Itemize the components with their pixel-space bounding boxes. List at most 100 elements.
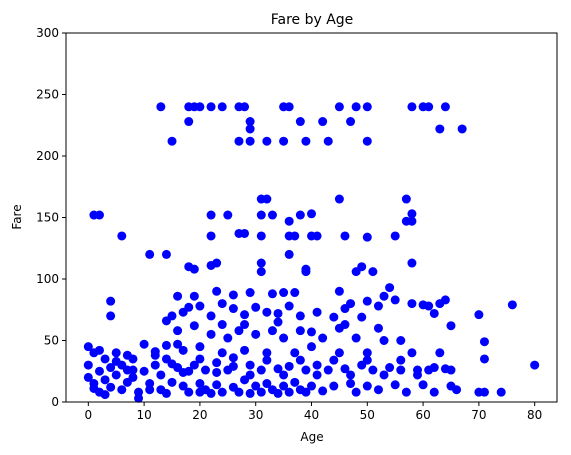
data-point — [295, 311, 305, 321]
data-point — [256, 365, 266, 375]
data-point — [284, 387, 294, 397]
data-point — [407, 348, 417, 358]
data-point — [390, 380, 400, 390]
data-point — [256, 210, 266, 220]
data-point — [128, 372, 138, 382]
data-point — [334, 348, 344, 358]
data-point — [385, 283, 395, 293]
data-point — [273, 317, 283, 327]
data-point — [373, 323, 383, 333]
data-point — [206, 210, 216, 220]
data-point — [240, 320, 250, 330]
data-point — [396, 355, 406, 365]
data-point — [424, 102, 434, 112]
data-point — [217, 299, 227, 309]
data-point — [89, 383, 99, 393]
data-point — [167, 377, 177, 387]
data-point — [362, 296, 372, 306]
data-point — [156, 370, 166, 380]
data-point — [401, 387, 411, 397]
data-point — [407, 216, 417, 226]
data-point — [195, 301, 205, 311]
data-point — [206, 329, 216, 339]
data-point — [530, 360, 540, 370]
data-point — [106, 363, 116, 373]
data-point — [94, 345, 104, 355]
data-point — [217, 320, 227, 330]
data-point — [145, 385, 155, 395]
data-point — [290, 288, 300, 298]
x-tick-label: 0 — [84, 408, 92, 422]
data-point — [228, 290, 238, 300]
data-point — [212, 358, 222, 368]
data-point — [334, 286, 344, 296]
data-point — [83, 360, 93, 370]
data-point — [346, 117, 356, 127]
data-point — [368, 267, 378, 277]
data-point — [295, 117, 305, 127]
points-layer — [83, 102, 540, 403]
data-point — [457, 124, 467, 134]
data-point — [284, 301, 294, 311]
data-point — [301, 365, 311, 375]
data-point — [251, 381, 261, 391]
data-point — [117, 385, 127, 395]
data-point — [111, 370, 121, 380]
data-point — [290, 231, 300, 241]
data-point — [329, 355, 339, 365]
data-point — [357, 312, 367, 322]
data-point — [184, 302, 194, 312]
data-point — [150, 360, 160, 370]
data-point — [507, 300, 517, 310]
data-point — [206, 102, 216, 112]
data-point — [273, 308, 283, 318]
data-point — [217, 348, 227, 358]
data-point — [100, 390, 110, 400]
data-point — [440, 102, 450, 112]
data-point — [390, 231, 400, 241]
data-point — [173, 326, 183, 336]
data-point — [329, 312, 339, 322]
data-point — [111, 356, 121, 366]
x-axis-label: Age — [300, 430, 323, 444]
data-point — [307, 381, 316, 391]
data-point — [273, 364, 283, 374]
data-point — [212, 367, 222, 377]
x-tick-label: 80 — [527, 408, 542, 422]
data-point — [111, 348, 121, 358]
data-point — [318, 117, 328, 127]
data-point — [217, 102, 227, 112]
data-point — [340, 231, 350, 241]
data-point — [474, 310, 484, 320]
data-point — [446, 321, 456, 331]
data-point — [496, 387, 506, 397]
data-point — [228, 304, 238, 314]
y-tick-label: 250 — [36, 88, 59, 102]
data-point — [167, 311, 177, 321]
data-point — [83, 372, 93, 382]
data-point — [452, 385, 462, 395]
data-point — [279, 370, 289, 380]
data-point — [245, 136, 255, 146]
data-point — [256, 231, 266, 241]
data-point — [407, 258, 417, 268]
data-point — [212, 286, 222, 296]
data-point — [301, 267, 311, 277]
y-tick-label: 150 — [36, 211, 59, 225]
data-point — [340, 320, 350, 330]
data-point — [234, 136, 244, 146]
data-point — [318, 386, 328, 396]
data-point — [100, 354, 110, 364]
data-point — [245, 124, 255, 134]
data-point — [396, 336, 406, 345]
data-point — [256, 267, 266, 277]
data-point — [145, 249, 155, 259]
data-point — [368, 365, 378, 375]
data-point — [379, 370, 389, 380]
data-point — [167, 136, 177, 146]
data-point — [223, 333, 233, 343]
data-point — [195, 379, 205, 389]
data-point — [256, 387, 266, 397]
data-point — [262, 194, 272, 204]
data-point — [429, 308, 439, 318]
